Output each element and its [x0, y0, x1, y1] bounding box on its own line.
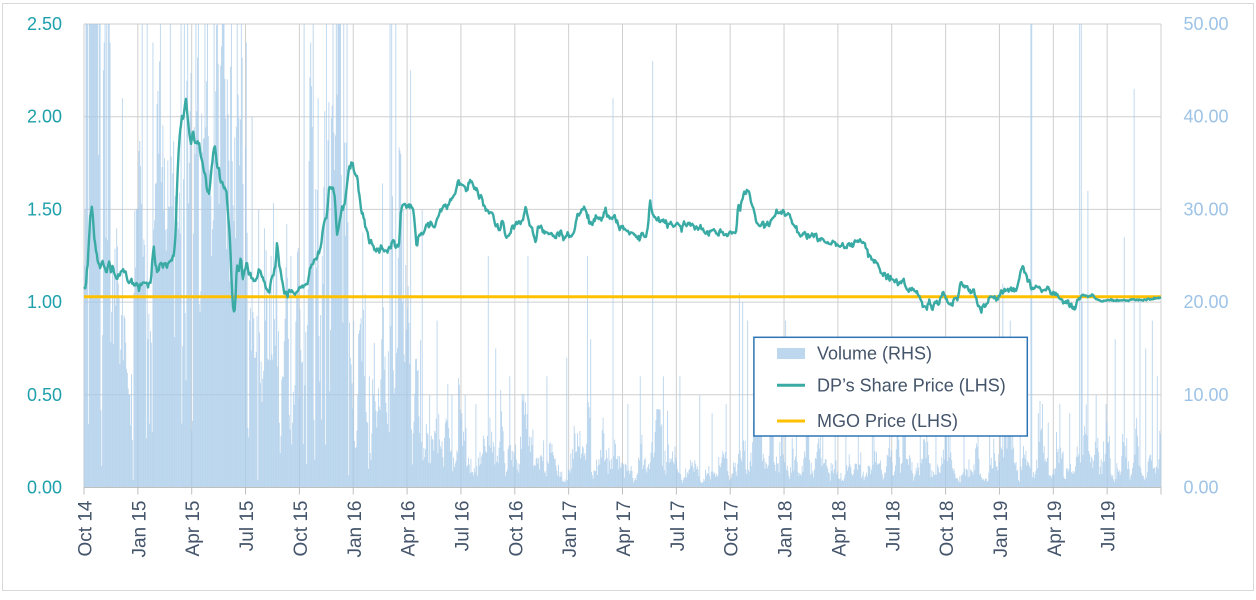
svg-text:10.00: 10.00 — [1184, 385, 1229, 405]
svg-text:0.00: 0.00 — [27, 478, 62, 498]
svg-text:Jan 17: Jan 17 — [560, 501, 581, 558]
svg-text:1.00: 1.00 — [27, 292, 62, 312]
svg-text:Oct 18: Oct 18 — [937, 501, 958, 557]
svg-text:Oct 15: Oct 15 — [291, 501, 312, 557]
svg-text:Jan 15: Jan 15 — [129, 501, 150, 558]
svg-text:2.50: 2.50 — [27, 14, 62, 34]
svg-text:DP’s Share Price (LHS): DP’s Share Price (LHS) — [817, 376, 1006, 396]
svg-text:Jul 19: Jul 19 — [1099, 501, 1120, 552]
svg-text:Jul 17: Jul 17 — [668, 501, 689, 552]
svg-text:Apr 18: Apr 18 — [829, 501, 850, 557]
svg-text:Oct 14: Oct 14 — [76, 500, 97, 556]
svg-text:1.50: 1.50 — [27, 199, 62, 219]
svg-text:Apr 16: Apr 16 — [399, 501, 420, 557]
svg-text:Jul 16: Jul 16 — [452, 501, 473, 552]
svg-text:Jul 18: Jul 18 — [883, 501, 904, 552]
svg-text:Jul 15: Jul 15 — [237, 501, 258, 552]
svg-text:50.00: 50.00 — [1184, 14, 1229, 34]
svg-text:0.50: 0.50 — [27, 385, 62, 405]
svg-text:Apr 19: Apr 19 — [1045, 501, 1066, 557]
svg-text:MGO Price (LHS): MGO Price (LHS) — [817, 411, 958, 431]
svg-text:Jan 18: Jan 18 — [776, 501, 797, 558]
svg-text:Oct 16: Oct 16 — [506, 501, 527, 557]
svg-text:Jan 16: Jan 16 — [345, 501, 366, 558]
svg-text:2.00: 2.00 — [27, 107, 62, 127]
svg-text:Oct 17: Oct 17 — [722, 501, 743, 557]
svg-text:0.00: 0.00 — [1184, 478, 1219, 498]
svg-text:20.00: 20.00 — [1184, 292, 1229, 312]
svg-text:30.00: 30.00 — [1184, 199, 1229, 219]
svg-text:Jan 19: Jan 19 — [991, 501, 1012, 558]
svg-text:40.00: 40.00 — [1184, 107, 1229, 127]
svg-text:Volume (RHS): Volume (RHS) — [817, 344, 932, 364]
svg-text:Apr 15: Apr 15 — [183, 501, 204, 557]
svg-text:Apr 17: Apr 17 — [614, 501, 635, 557]
